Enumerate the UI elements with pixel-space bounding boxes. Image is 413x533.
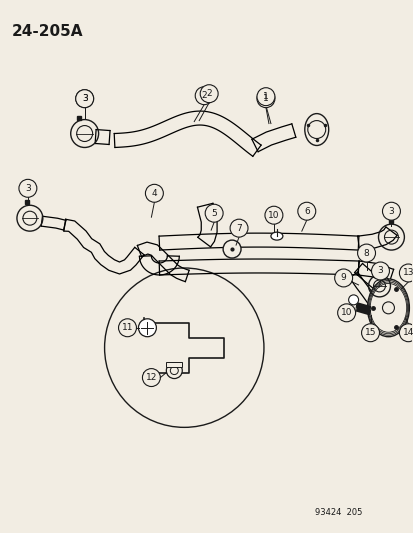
Text: 2: 2 — [201, 91, 206, 100]
Circle shape — [399, 324, 413, 342]
Circle shape — [200, 85, 218, 103]
Text: 12: 12 — [145, 373, 157, 382]
Circle shape — [357, 244, 375, 262]
Circle shape — [76, 90, 93, 108]
Circle shape — [297, 202, 315, 220]
Ellipse shape — [270, 232, 282, 240]
Text: 1: 1 — [262, 92, 268, 101]
Text: 3: 3 — [388, 207, 393, 216]
Circle shape — [256, 88, 274, 106]
Text: 6: 6 — [303, 207, 309, 216]
Circle shape — [370, 262, 389, 280]
Text: 3: 3 — [25, 184, 31, 193]
Circle shape — [334, 269, 352, 287]
Circle shape — [361, 324, 379, 342]
Circle shape — [104, 268, 263, 427]
Circle shape — [76, 90, 93, 108]
Ellipse shape — [367, 279, 408, 337]
Text: 11: 11 — [121, 323, 133, 332]
Circle shape — [166, 362, 182, 378]
Text: 2: 2 — [206, 89, 211, 98]
Text: 3: 3 — [82, 94, 87, 103]
Text: 5: 5 — [211, 209, 216, 217]
Circle shape — [348, 295, 358, 305]
Text: 15: 15 — [364, 328, 375, 337]
Circle shape — [142, 369, 160, 386]
Circle shape — [19, 179, 37, 197]
Text: 7: 7 — [235, 224, 241, 232]
Text: 9: 9 — [340, 273, 346, 282]
Circle shape — [145, 184, 163, 202]
Text: 3: 3 — [377, 266, 382, 276]
Text: 4: 4 — [151, 189, 157, 198]
Circle shape — [205, 204, 223, 222]
Circle shape — [195, 87, 213, 104]
Circle shape — [337, 304, 355, 322]
Text: 8: 8 — [363, 248, 368, 257]
Circle shape — [382, 202, 399, 220]
Text: 24-205A: 24-205A — [12, 24, 83, 39]
Circle shape — [264, 206, 282, 224]
Circle shape — [138, 319, 156, 337]
Bar — [166, 361, 182, 367]
Circle shape — [223, 240, 240, 258]
Text: 10: 10 — [340, 308, 351, 317]
Circle shape — [256, 90, 274, 108]
Text: 1: 1 — [262, 94, 268, 103]
Text: 10: 10 — [268, 211, 279, 220]
Text: 14: 14 — [402, 328, 413, 337]
Text: 93424  205: 93424 205 — [314, 508, 361, 517]
Circle shape — [118, 319, 136, 337]
Text: 13: 13 — [402, 269, 413, 278]
Circle shape — [399, 264, 413, 282]
Circle shape — [230, 219, 247, 237]
Text: 3: 3 — [82, 94, 87, 103]
